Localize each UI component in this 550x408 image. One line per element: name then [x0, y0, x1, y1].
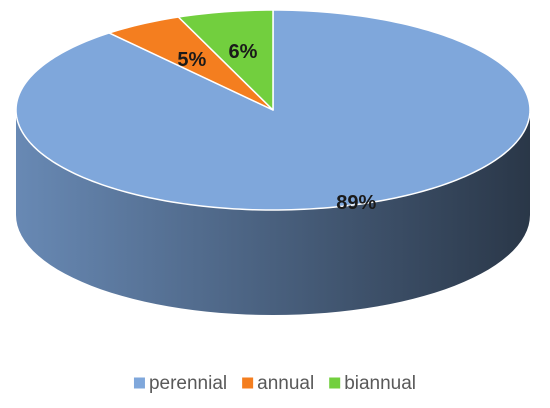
value-label: 6%	[228, 41, 257, 63]
pie-slice	[177, 9, 274, 111]
legend-text: perennial	[149, 373, 227, 394]
value-label: 89%	[336, 192, 376, 214]
legend-item: annual	[242, 373, 314, 394]
value-label: 5%	[177, 49, 206, 71]
legend-text: annual	[257, 373, 314, 394]
pie-slice	[108, 16, 274, 111]
legend-item: biannual	[329, 373, 416, 394]
legend-item: perennial	[133, 373, 227, 394]
pie-side	[16, 110, 530, 315]
legend-swatch	[242, 377, 254, 389]
legend-text: biannual	[344, 373, 416, 394]
legend-swatch	[329, 377, 341, 389]
legend-swatch	[133, 377, 145, 389]
